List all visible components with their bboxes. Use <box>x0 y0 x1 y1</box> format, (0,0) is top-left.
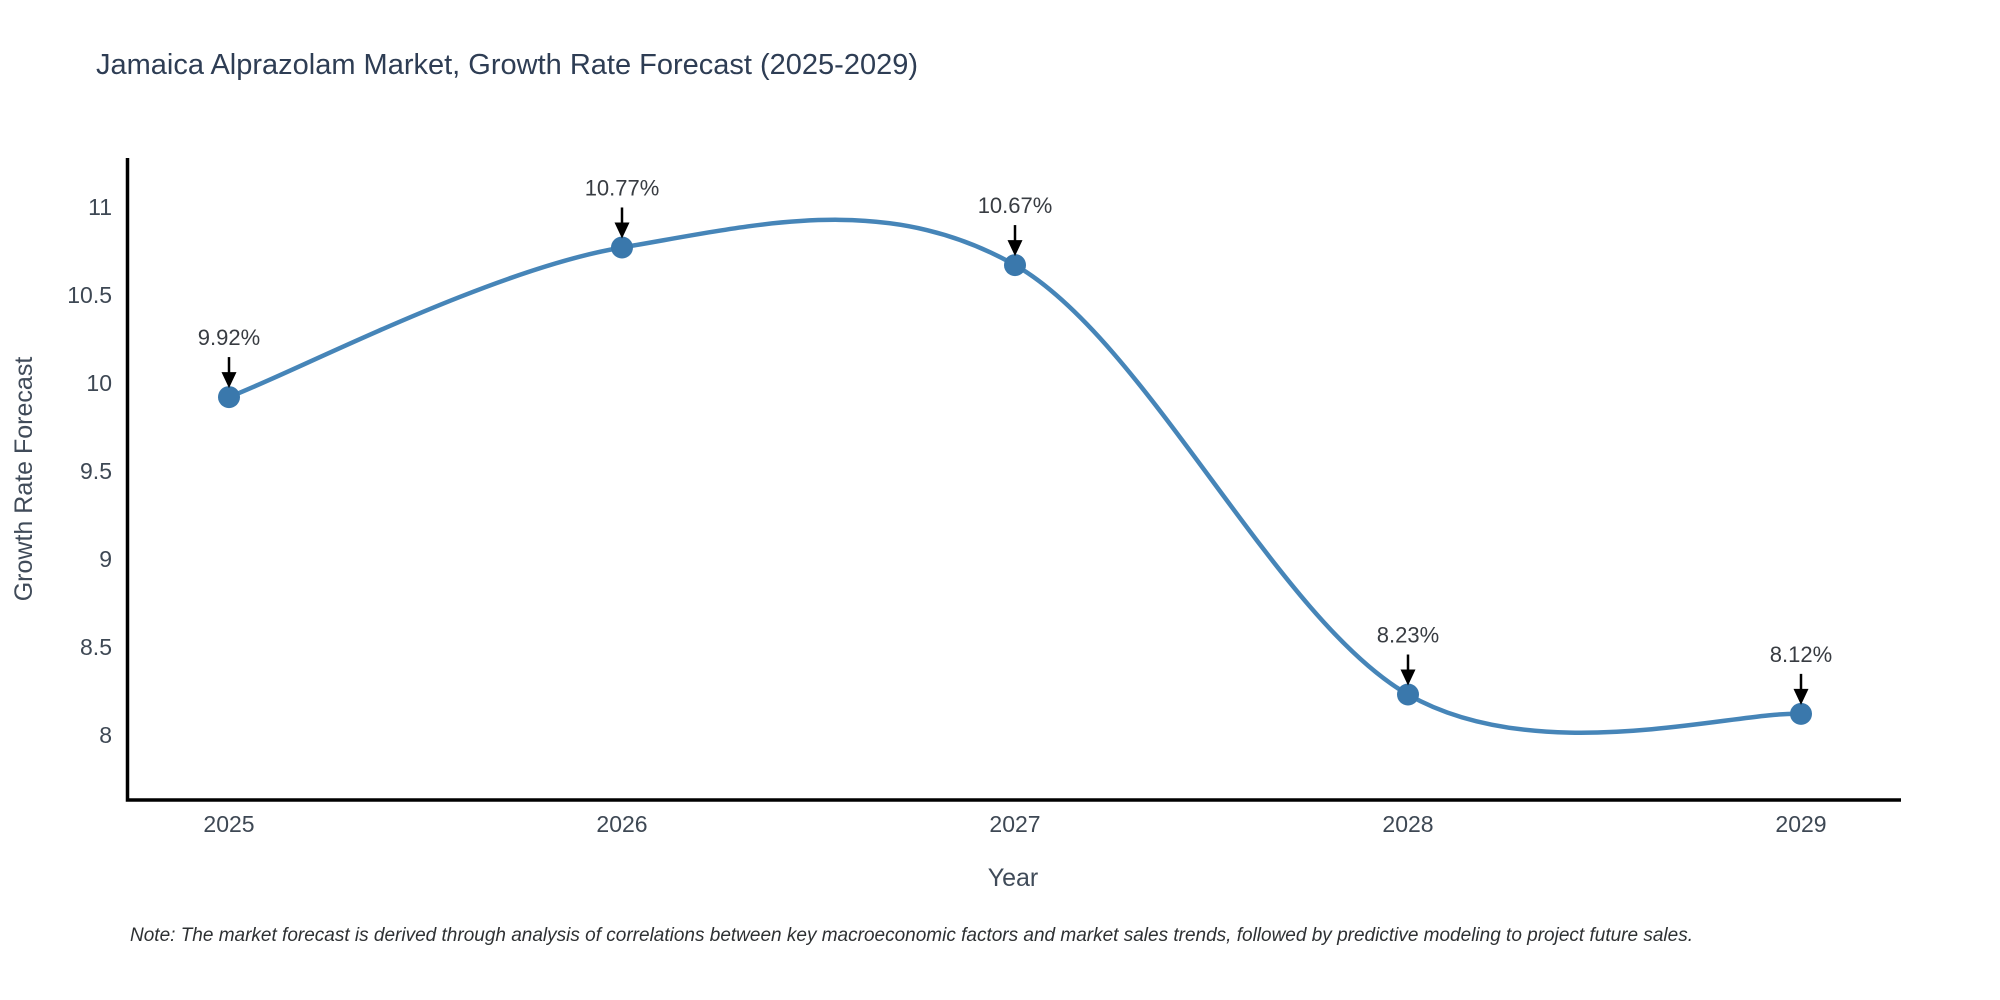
annotation-arrowhead-icon <box>1400 669 1416 686</box>
x-tick-label: 2027 <box>989 811 1040 837</box>
annotation-label: 10.77% <box>585 175 660 200</box>
annotation-arrowhead-icon <box>614 222 630 239</box>
y-tick-label: 10 <box>86 370 112 396</box>
data-point-marker <box>218 386 240 409</box>
annotation-label: 8.23% <box>1377 623 1439 648</box>
y-tick-label: 8.5 <box>80 634 112 660</box>
annotation-arrowhead-icon <box>1793 688 1809 705</box>
x-tick-label: 2028 <box>1382 811 1433 837</box>
annotation-label: 9.92% <box>198 325 260 350</box>
y-tick-label: 9.5 <box>80 458 112 484</box>
annotation-label: 10.67% <box>978 193 1053 218</box>
x-axis-title: Year <box>988 864 1039 892</box>
y-tick-label: 8 <box>99 722 112 748</box>
x-tick-label: 2025 <box>203 811 254 837</box>
x-tick-label: 2029 <box>1775 811 1826 837</box>
x-tick-label: 2026 <box>596 811 647 837</box>
y-tick-label: 9 <box>99 546 112 572</box>
y-tick-label: 11 <box>88 194 112 220</box>
series-line <box>226 217 1804 735</box>
annotation-arrowhead-icon <box>1007 240 1023 257</box>
axis-spine <box>125 158 1901 802</box>
y-axis-title: Growth Rate Forecast <box>10 357 38 602</box>
annotation-arrowhead-icon <box>221 372 237 389</box>
data-point-marker <box>1790 702 1812 725</box>
data-point-marker <box>1397 683 1419 706</box>
data-point-marker <box>1004 254 1026 277</box>
y-tick-label: 10.5 <box>67 282 112 308</box>
chart-title: Jamaica Alprazolam Market, Growth Rate F… <box>96 49 918 81</box>
data-point-marker <box>611 236 633 259</box>
footnote: Note: The market forecast is derived thr… <box>130 925 1693 946</box>
annotation-label: 8.12% <box>1770 642 1832 667</box>
